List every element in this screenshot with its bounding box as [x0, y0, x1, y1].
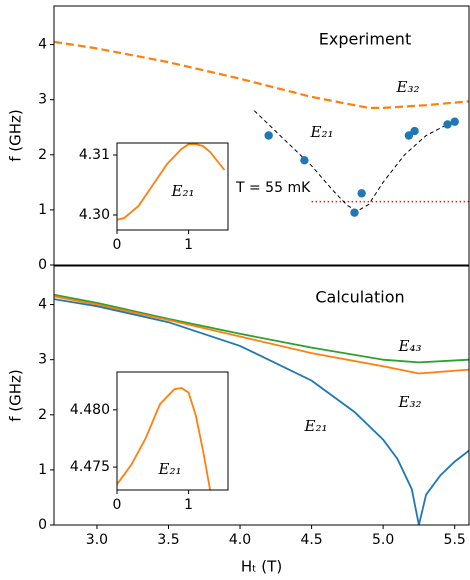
- y-tick-label: 1: [38, 462, 47, 478]
- y-axis-label: f (GHz): [7, 109, 25, 162]
- panel-title: Experiment: [319, 30, 411, 49]
- series-line: [54, 295, 469, 375]
- data-point: [300, 156, 309, 165]
- y-tick-label: 4.30: [79, 207, 110, 223]
- x-tick-label: 3.0: [86, 532, 108, 548]
- y-tick-label: 3: [38, 92, 47, 108]
- data-point: [264, 131, 273, 140]
- series-label: E₃₂: [398, 393, 422, 411]
- y-tick-label: 4: [38, 297, 47, 313]
- plot-area: [117, 143, 226, 221]
- series-line: [54, 298, 469, 525]
- series-label: E₂₁: [171, 182, 195, 200]
- axes-border: [53, 265, 470, 526]
- data-point: [357, 189, 366, 198]
- y-axis-label: f (GHz): [7, 369, 25, 422]
- y-tick-label: 4.31: [79, 147, 110, 163]
- data-point: [410, 126, 419, 136]
- y-tick-label: 3: [38, 352, 47, 368]
- x-tick-label: 1: [184, 497, 193, 513]
- x-tick-label: 5.5: [444, 532, 466, 548]
- data-point: [404, 131, 414, 140]
- reference-label: T = 55 mK: [235, 180, 311, 196]
- series-label: E₂₁: [304, 417, 328, 435]
- y-tick-label: 2: [38, 147, 47, 163]
- series-line: [117, 143, 226, 221]
- x-tick-label: 1: [184, 237, 193, 253]
- series-label: E₂₁: [158, 460, 182, 478]
- axes-border: [53, 5, 470, 266]
- series-label: E₃₂: [396, 78, 420, 96]
- x-tick-label: 4.5: [300, 532, 322, 548]
- axes-border: [116, 142, 229, 231]
- y-tick-label: 0: [38, 517, 47, 533]
- x-tick-label: 4.0: [229, 532, 251, 548]
- series-line: [253, 110, 455, 212]
- plot-area: [117, 387, 211, 490]
- y-tick-label: 0: [38, 257, 47, 273]
- series-label: E₄₃: [398, 337, 422, 355]
- x-axis-label: Hₜ (T): [241, 558, 282, 576]
- data-point: [350, 208, 359, 217]
- series-line: [54, 40, 469, 109]
- panel-title: Calculation: [315, 288, 404, 307]
- data-point: [443, 120, 452, 129]
- x-tick-label: 0: [113, 237, 122, 253]
- x-tick-label: 3.5: [157, 532, 179, 548]
- series-line: [54, 293, 469, 364]
- x-tick-label: 0: [113, 497, 122, 513]
- y-tick-label: 4.475: [70, 459, 110, 475]
- data-point: [450, 117, 459, 126]
- series-label: E₂₁: [310, 123, 334, 141]
- series-line: [117, 387, 211, 490]
- y-tick-label: 4.480: [70, 402, 110, 418]
- y-tick-label: 1: [38, 202, 47, 218]
- y-tick-label: 4: [38, 37, 47, 53]
- x-tick-label: 5.0: [372, 532, 394, 548]
- y-tick-label: 2: [38, 407, 47, 423]
- axes-border: [116, 371, 229, 491]
- plot-area: [54, 40, 469, 217]
- plot-area: [54, 293, 469, 525]
